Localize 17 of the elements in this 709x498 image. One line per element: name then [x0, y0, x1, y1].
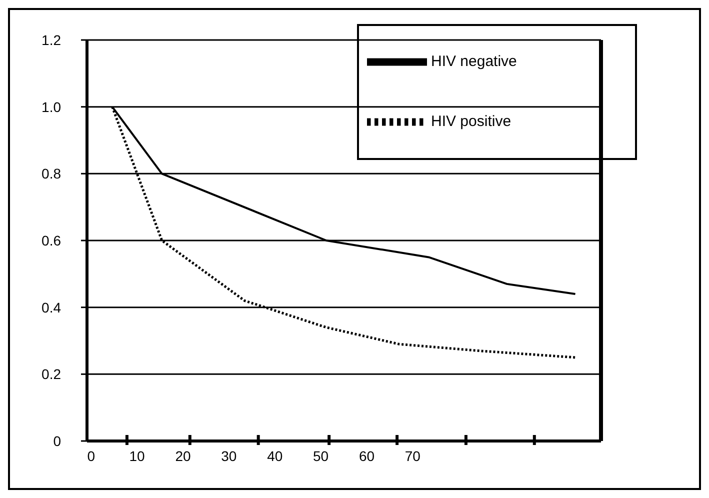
- x-tick-label: 60: [358, 448, 375, 464]
- x-tick-label: 10: [129, 448, 146, 464]
- x-tick-label: 20: [175, 448, 191, 464]
- x-tick-label: 30: [221, 448, 237, 464]
- x-tick-label: 40: [267, 448, 283, 464]
- y-tick-label: 1.0: [42, 98, 62, 115]
- x-tick-label: 70: [404, 448, 421, 464]
- y-tick-label: 0.6: [42, 232, 62, 248]
- y-tick-label: 0.8: [42, 166, 62, 182]
- y-tick-label: 0.4: [42, 299, 62, 316]
- x-tick-label: 50: [313, 448, 329, 464]
- legend-label: HIV negative: [431, 52, 517, 70]
- x-tick-label: 0: [87, 448, 96, 464]
- y-tick-label: 1.2: [42, 32, 62, 48]
- y-tick-label: 0: [53, 433, 62, 449]
- y-tick-label: 0.2: [42, 366, 62, 382]
- legend-label: HIV positive: [431, 112, 512, 130]
